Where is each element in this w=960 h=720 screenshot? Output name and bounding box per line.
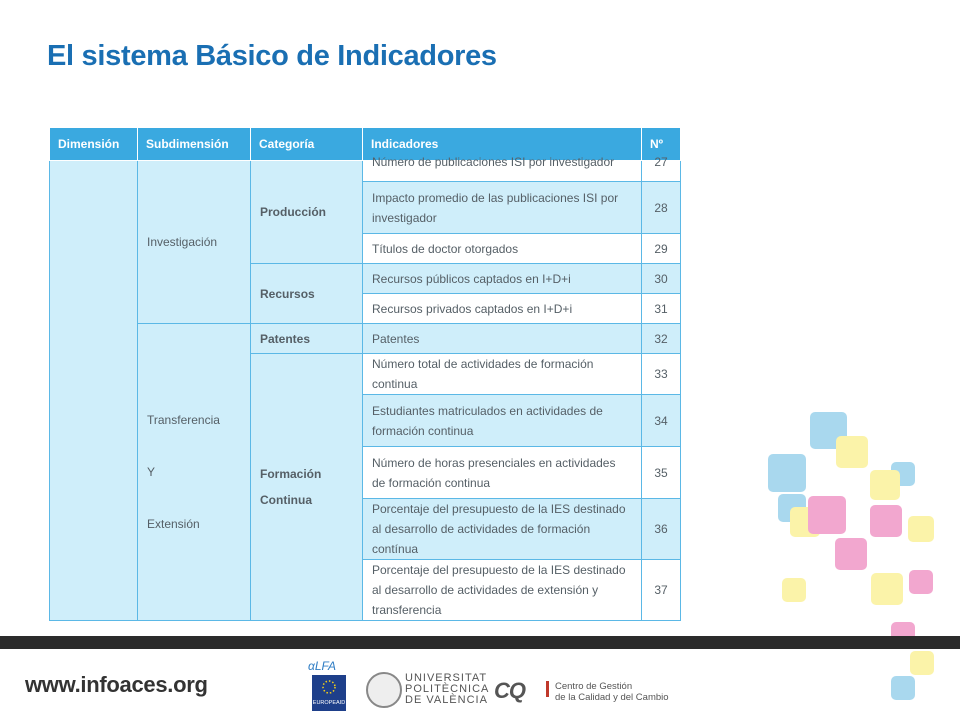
indicator-text: Número de publicaciones ISI por investig…: [372, 155, 615, 169]
indicator-cell: Número de publicaciones ISI por investig…: [362, 155, 642, 182]
subdimension-label: Investigación: [147, 235, 218, 249]
number-cell: 33: [641, 353, 681, 395]
subdimension-label: Extensión: [147, 517, 200, 531]
number-cell: 30: [641, 263, 681, 294]
header-dimension: Dimensión: [49, 127, 138, 161]
decorative-square: [908, 516, 934, 542]
number-cell: 36: [641, 498, 681, 560]
number-cell: 31: [641, 293, 681, 324]
category-label: Formación: [260, 467, 322, 481]
upv-line: POLITÈCNICA: [405, 683, 490, 695]
upv-logo-text: UNIVERSITAT POLITÈCNICA DE VALÈNCIA: [405, 673, 489, 706]
indicator-cell: Porcentaje del presupuesto de la IES des…: [362, 559, 642, 621]
indicator-cell: Estudiantes matriculados en actividades …: [362, 394, 642, 447]
header-number: Nº: [641, 127, 681, 161]
category-label: Continua: [260, 493, 312, 507]
table-row: Porcentaje del presupuesto de la IES des…: [50, 559, 681, 621]
indicator-cell: Número total de actividades de formación…: [362, 353, 642, 395]
number-cell: 28: [641, 181, 681, 234]
decorative-square: [768, 454, 806, 492]
indicator-cell: Títulos de doctor otorgados: [362, 233, 642, 264]
cq-line: de la Calidad y del Cambio: [555, 692, 669, 703]
number-cell: 37: [641, 559, 681, 621]
decorative-square: [836, 436, 868, 468]
upv-line: UNIVERSITAT: [405, 672, 488, 684]
decorative-square: [871, 573, 903, 605]
category-recursos: Recursos: [250, 263, 363, 324]
indicator-cell: Patentes: [362, 323, 642, 354]
subdimension-investigacion: Investigación: [137, 160, 251, 324]
indicator-cell: Número de horas presenciales en activida…: [362, 446, 642, 499]
page-title: El sistema Básico de Indicadores: [47, 40, 497, 72]
cq-line: Centro de Gestión: [555, 681, 633, 692]
indicators-table: Dimensión Subdimensión Categoría Indicad…: [49, 127, 681, 621]
number-cell: 35: [641, 446, 681, 499]
subdimension-label: Y: [147, 465, 156, 479]
number-cell: 32: [641, 323, 681, 354]
header-subdimension: Subdimensión: [137, 127, 251, 161]
decorative-square: [910, 651, 934, 675]
number-cell: 27: [641, 155, 681, 182]
number-text: 27: [654, 155, 668, 169]
cq-logo-text: Centro de Gestión de la Calidad y del Ca…: [555, 681, 669, 703]
decorative-square: [909, 570, 933, 594]
category-formacion: Formación Continua: [250, 353, 363, 621]
decorative-square: [870, 470, 900, 500]
cq-divider: [546, 681, 549, 697]
number-cell: 34: [641, 394, 681, 447]
dimension-cell: [49, 160, 138, 621]
footer-url[interactable]: www.infoaces.org: [25, 672, 208, 697]
cq-logo: CQ: [494, 678, 526, 703]
indicator-cell: Porcentaje del presupuesto de la IES des…: [362, 498, 642, 560]
category-label: Recursos: [260, 286, 315, 301]
category-patentes: Patentes: [250, 323, 363, 354]
alfa-europeaid-logo: αLFA EUROPEAID: [308, 659, 346, 711]
decorative-square: [808, 496, 846, 534]
category-produccion: Producción: [250, 160, 363, 264]
alfa-logo-text: αLFA: [308, 659, 336, 673]
upv-seal-icon: [366, 672, 402, 708]
table-row: Impacto promedio de las publicaciones IS…: [50, 181, 681, 234]
header-category: Categoría: [250, 127, 363, 161]
decorative-square: [835, 538, 867, 570]
decorative-square: [782, 578, 806, 602]
subdimension-transferencia: Transferencia Y Extensión: [137, 323, 251, 621]
indicator-cell: Recursos públicos captados en I+D+i: [362, 263, 642, 294]
table-row: Títulos de doctor otorgados 29: [50, 233, 681, 264]
category-label: Producción: [260, 205, 327, 219]
footer-bar: [0, 636, 960, 649]
table-row: Estudiantes matriculados en actividades …: [50, 394, 681, 447]
table-row: Investigación Producción Número de publi…: [49, 155, 681, 621]
table-row: Recursos Recursos públicos captados en I…: [50, 263, 681, 324]
table-row: Número de horas presenciales en activida…: [50, 446, 681, 499]
table-row: Recursos privados captados en I+D+i 31: [50, 293, 681, 324]
number-cell: 29: [641, 233, 681, 264]
europeaid-text: EUROPEAID: [313, 700, 345, 706]
upv-line: DE VALÈNCIA: [405, 694, 488, 706]
subdimension-label: Transferencia: [147, 413, 220, 427]
table-row: Porcentaje del presupuesto de la IES des…: [50, 498, 681, 560]
indicator-cell: Impacto promedio de las publicaciones IS…: [362, 181, 642, 234]
decorative-square: [870, 505, 902, 537]
indicator-cell: Recursos privados captados en I+D+i: [362, 293, 642, 324]
decorative-square: [891, 676, 915, 700]
table-header-row: Dimensión Subdimensión Categoría Indicad…: [49, 127, 681, 161]
header-indicators: Indicadores: [362, 127, 642, 161]
table-row: Transferencia Y Extensión Patentes Paten…: [50, 323, 681, 621]
